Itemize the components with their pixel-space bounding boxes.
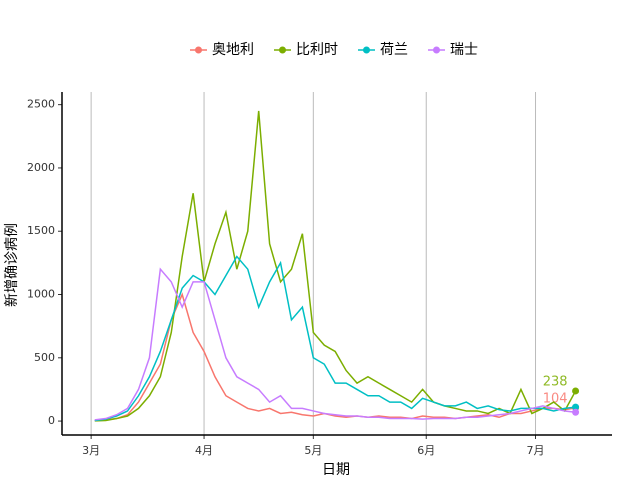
legend-item: 比利时 — [274, 42, 338, 58]
legend-marker — [363, 46, 370, 54]
end-point — [572, 408, 580, 416]
data-label: 238 — [543, 374, 568, 389]
x-axis-title: 日期 — [322, 462, 350, 478]
y-tick-label: 2000 — [27, 161, 55, 174]
x-tick-label: 7月 — [527, 444, 545, 457]
legend-label: 瑞士 — [450, 42, 478, 58]
legend-marker — [195, 46, 202, 54]
y-tick-label: 0 — [48, 414, 55, 427]
data-label: 104 — [543, 391, 568, 406]
x-tick-label: 4月 — [195, 444, 213, 457]
end-point — [572, 403, 580, 411]
legend-marker — [433, 46, 440, 54]
legend-label: 荷兰 — [380, 42, 408, 58]
line — [94, 267, 576, 421]
y-tick-label: 1500 — [27, 224, 55, 237]
y-tick-label: 500 — [34, 351, 55, 364]
legend-item: 奥地利 — [190, 41, 254, 58]
line — [94, 110, 577, 422]
legend-label: 奥地利 — [212, 41, 254, 58]
x-tick-label: 3月 — [82, 444, 100, 457]
legend-item: 荷兰 — [358, 42, 408, 58]
y-tick-label: 1000 — [27, 288, 55, 301]
x-tick-label: 5月 — [304, 444, 322, 457]
x-tick-label: 6月 — [417, 444, 435, 457]
y-axis-title: 新增确诊病例 — [4, 223, 20, 307]
end-point — [572, 387, 580, 395]
y-tick-label: 2500 — [27, 98, 55, 111]
legend-label: 比利时 — [296, 42, 338, 58]
line — [94, 292, 576, 422]
line — [94, 255, 576, 422]
legend-marker — [279, 46, 286, 54]
legend-item: 瑞士 — [428, 42, 478, 58]
